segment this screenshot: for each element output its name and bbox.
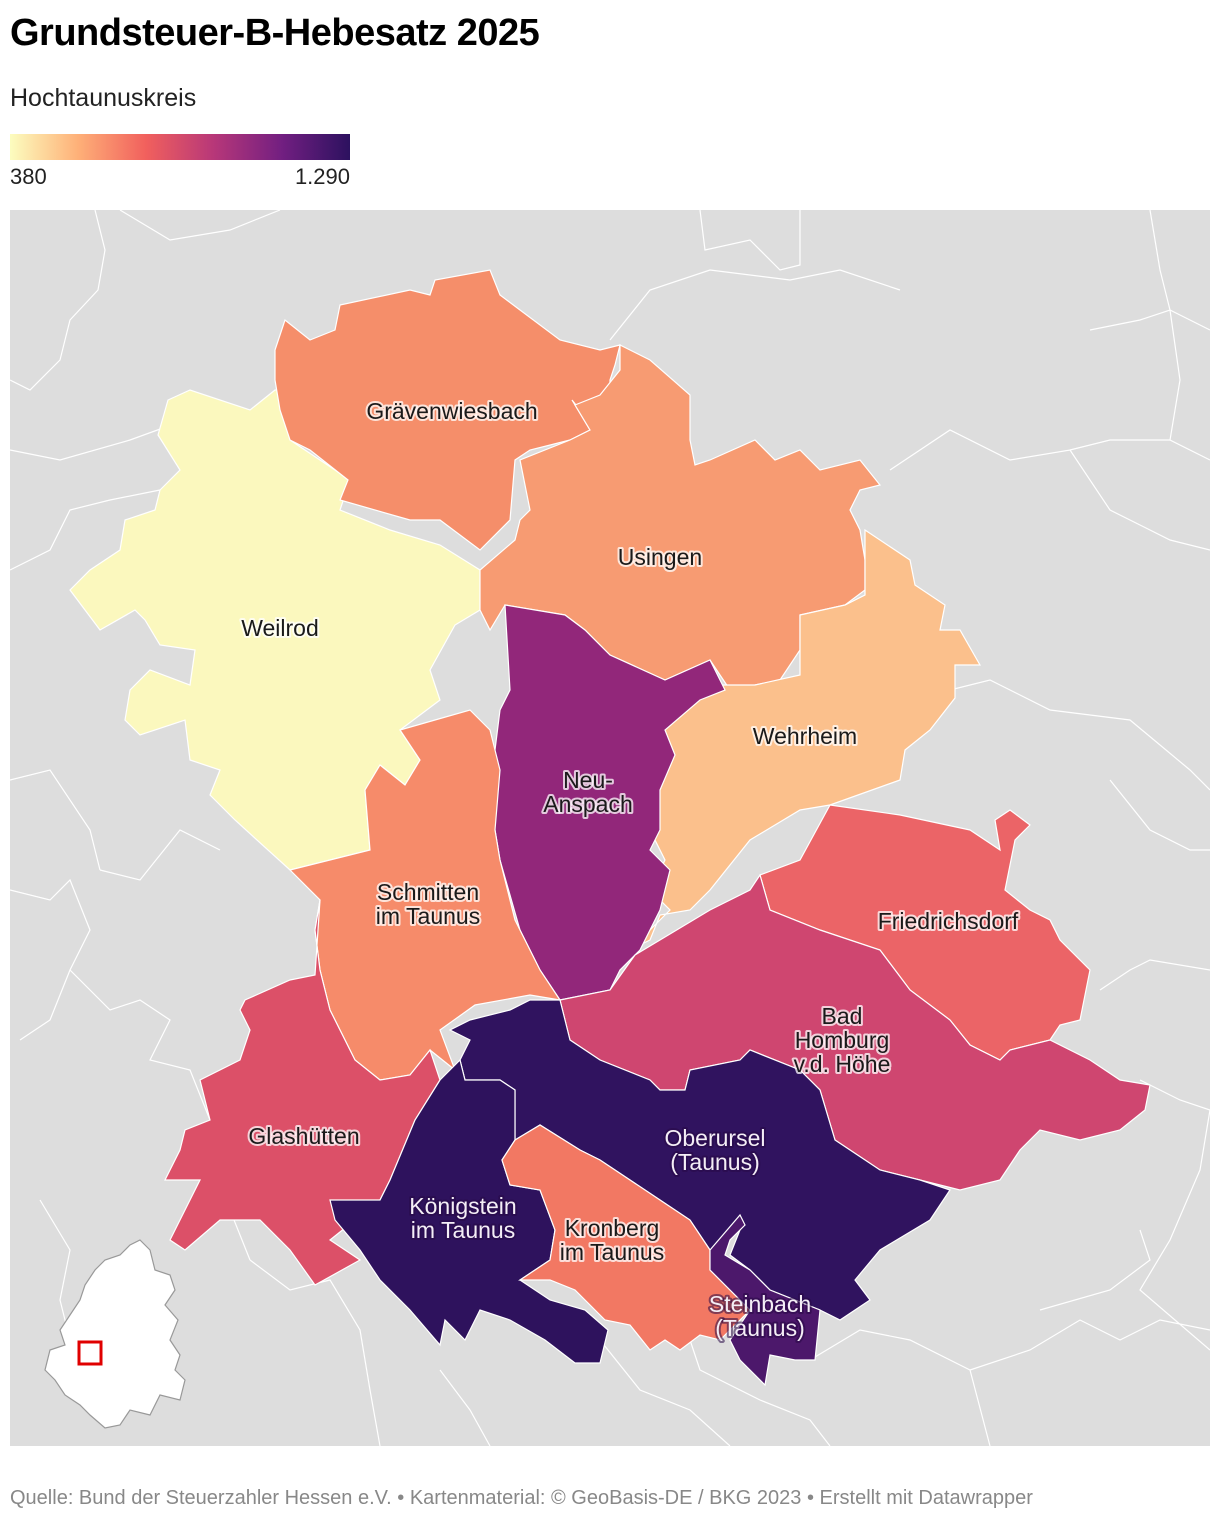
region-label: Weilrod <box>241 615 319 641</box>
region-kronberg[interactable] <box>501 1124 751 1351</box>
region-label: Oberursel <box>665 1125 766 1151</box>
legend-max-label: 1.290 <box>294 164 350 189</box>
region-label: Neu- <box>563 767 613 793</box>
region-label: Kronberg <box>565 1215 660 1241</box>
region-label: Königstein <box>409 1193 516 1219</box>
region-label: Bad <box>822 1003 863 1029</box>
region-label: Friedrichsdorf <box>878 908 1019 934</box>
location-marker <box>77 1340 103 1366</box>
region-label: im Taunus <box>411 1217 515 1243</box>
region-label: Schmitten <box>377 879 479 905</box>
region-labels: Weilrod Grävenwiesbach Usingen Wehrheim Neu-… <box>239 396 1021 1343</box>
region-label: Usingen <box>618 544 702 570</box>
region-label: (Taunus) <box>670 1149 759 1175</box>
chart-title: Grundsteuer-B-Hebesatz 2025 <box>10 12 540 54</box>
region-weilrod[interactable] <box>69 389 481 871</box>
region-label: Glashütten <box>248 1123 359 1149</box>
region-glashuetten[interactable] <box>164 899 441 1286</box>
source-footer: Quelle: Bund der Steuerzahler Hessen e.V… <box>10 1487 1033 1509</box>
region-label: Anspach <box>543 791 633 817</box>
region-steinbach[interactable] <box>709 1213 821 1387</box>
color-legend-bar <box>10 134 350 160</box>
region-label: Wehrheim <box>753 723 857 749</box>
region-label: im Taunus <box>560 1239 664 1265</box>
region-label: Steinbach <box>709 1291 811 1317</box>
region-label: im Taunus <box>376 903 480 929</box>
municipalities <box>69 269 1151 1387</box>
region-wehrheim[interactable] <box>629 528 982 951</box>
region-label: v.d. Höhe <box>794 1051 891 1077</box>
choropleth-map: Weilrod Grävenwiesbach Usingen Wehrheim Neu-… <box>10 210 1210 1446</box>
region-label: Grävenwiesbach <box>366 398 537 424</box>
hessen-outline <box>44 1239 186 1429</box>
legend-min-label: 380 <box>10 164 47 189</box>
chart-subtitle: Hochtaunuskreis <box>10 84 197 112</box>
region-label: (Taunus) <box>715 1315 804 1341</box>
surrounding-boundaries <box>10 210 1210 1446</box>
region-label: Homburg <box>795 1027 890 1053</box>
hessen-locator-inset <box>44 1239 186 1429</box>
region-schmitten[interactable] <box>288 709 562 1081</box>
